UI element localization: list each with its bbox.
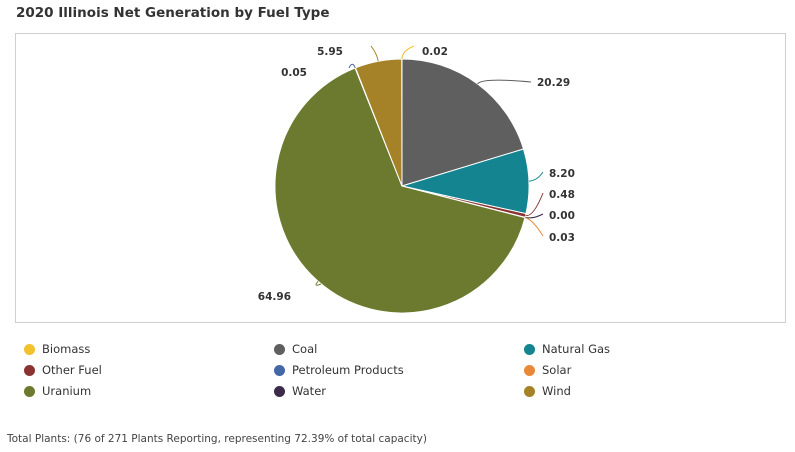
legend-label-uranium: Uranium: [42, 384, 92, 398]
leader-line-other-fuel: [525, 192, 544, 217]
legend-label-coal: Coal: [292, 342, 318, 356]
pie-slice-uranium: [274, 67, 526, 314]
legend-label-solar: Solar: [542, 363, 572, 377]
legend-label-biomass: Biomass: [42, 342, 91, 356]
legend-swatch-natural-gas: [524, 343, 535, 355]
legend-label-other-fuel: Other Fuel: [42, 363, 102, 377]
legend-swatch-petroleum-products: [274, 364, 285, 376]
data-label-petroleum-products: 0.05: [281, 67, 307, 79]
footnote: Total Plants: (76 of 271 Plants Reportin…: [7, 433, 427, 445]
legend-swatch-water: [274, 385, 285, 397]
data-label-natural-gas: 8.20: [549, 168, 575, 180]
legend-item-wind[interactable]: Wind: [524, 383, 571, 399]
leader-line-uranium: [315, 280, 322, 286]
chart-title: 2020 Illinois Net Generation by Fuel Typ…: [16, 5, 330, 21]
legend-item-other-fuel[interactable]: Other Fuel: [24, 362, 102, 378]
legend-swatch-coal: [274, 343, 285, 355]
leader-line-petroleum-products: [348, 63, 356, 69]
legend-swatch-biomass: [24, 343, 35, 355]
chart-legend: Biomass Coal Natural Gas Other Fuel Petroleu…: [24, 341, 784, 405]
legend-item-water[interactable]: Water: [274, 383, 326, 399]
pie-chart: 20.29 8.20 0.48 0.00 0.03 64.96 0.05 5.95 0.02: [258, 45, 575, 314]
legend-label-petroleum-products: Petroleum Products: [292, 363, 404, 377]
leader-line-natural-gas: [528, 171, 544, 182]
data-label-water: 0.00: [549, 210, 575, 222]
data-label-coal: 20.29: [537, 77, 570, 89]
legend-swatch-solar: [524, 364, 535, 376]
legend-swatch-other-fuel: [24, 364, 35, 376]
data-label-wind: 5.95: [317, 46, 343, 58]
legend-item-natural-gas[interactable]: Natural Gas: [524, 341, 610, 357]
legend-item-solar[interactable]: Solar: [524, 362, 571, 378]
legend-item-coal[interactable]: Coal: [274, 341, 317, 357]
legend-label-wind: Wind: [542, 384, 571, 398]
leader-line-biomass: [401, 45, 415, 60]
legend-item-petroleum-products[interactable]: Petroleum Products: [274, 362, 404, 378]
legend-item-uranium[interactable]: Uranium: [24, 383, 91, 399]
leader-line-solar: [524, 217, 544, 237]
data-label-solar: 0.03: [549, 232, 575, 244]
legend-swatch-wind: [524, 385, 535, 397]
data-label-uranium: 64.96: [258, 291, 291, 303]
legend-label-water: Water: [292, 384, 326, 398]
leader-line-wind: [370, 45, 379, 62]
legend-label-natural-gas: Natural Gas: [542, 342, 611, 356]
leader-line-coal: [477, 79, 532, 85]
legend-swatch-uranium: [24, 385, 35, 397]
legend-item-biomass[interactable]: Biomass: [24, 341, 90, 357]
data-label-other-fuel: 0.48: [549, 189, 575, 201]
data-label-biomass: 0.02: [422, 46, 448, 58]
chart-panel: 20.29 8.20 0.48 0.00 0.03 64.96 0.05 5.95 0.02: [15, 33, 786, 323]
